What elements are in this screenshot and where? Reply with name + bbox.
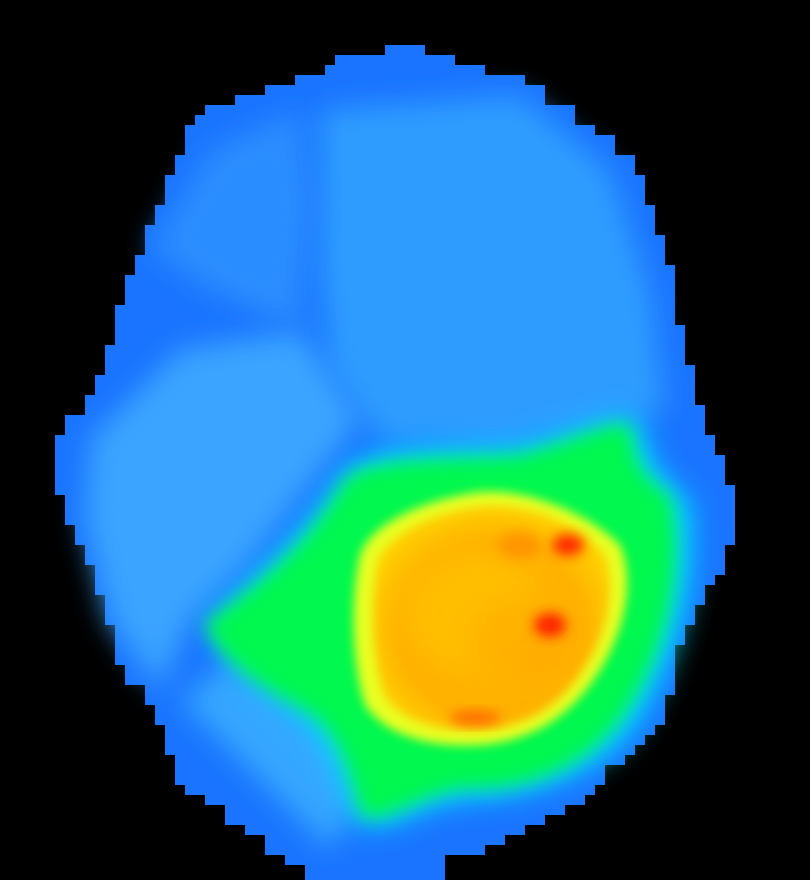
hotspot-middle (534, 613, 566, 637)
hotspot-upper (552, 534, 584, 556)
red-hotspots (449, 531, 584, 725)
orange-core-region (373, 505, 610, 731)
hotspot-lower (449, 711, 501, 725)
